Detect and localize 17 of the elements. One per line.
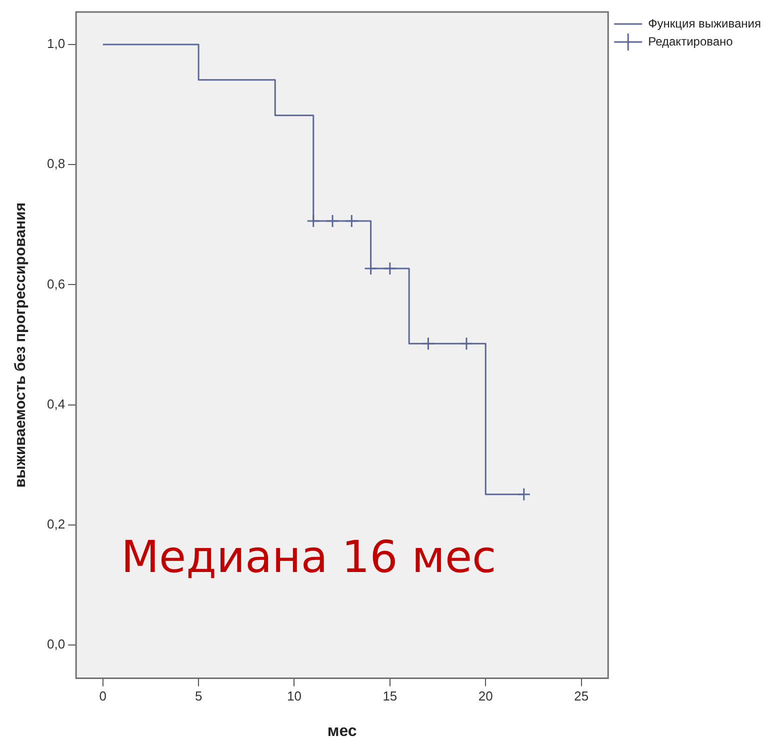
y-tick-label: 1,0 bbox=[46, 36, 66, 52]
y-tick-label: 0,2 bbox=[46, 516, 66, 532]
x-tick-label: 5 bbox=[194, 688, 202, 704]
y-tick-label: 0,0 bbox=[46, 636, 66, 652]
x-axis-title: мес bbox=[327, 722, 357, 740]
x-tick-label: 10 bbox=[287, 688, 302, 704]
x-tick-label: 25 bbox=[574, 688, 589, 704]
y-tick-label: 0,4 bbox=[46, 396, 66, 412]
y-tick-label: 0,8 bbox=[46, 156, 66, 172]
x-tick-label: 15 bbox=[382, 688, 398, 704]
y-tick-label: 0,6 bbox=[46, 276, 66, 292]
legend-label: Функция выживания bbox=[648, 16, 762, 30]
y-axis-title: выживаемость без прогрессирования bbox=[12, 202, 30, 488]
legend-label: Редактировано bbox=[648, 34, 734, 48]
x-tick-label: 20 bbox=[478, 688, 493, 704]
x-tick-label: 0 bbox=[99, 688, 106, 704]
annotation: Медиана 16 мес bbox=[121, 532, 496, 583]
